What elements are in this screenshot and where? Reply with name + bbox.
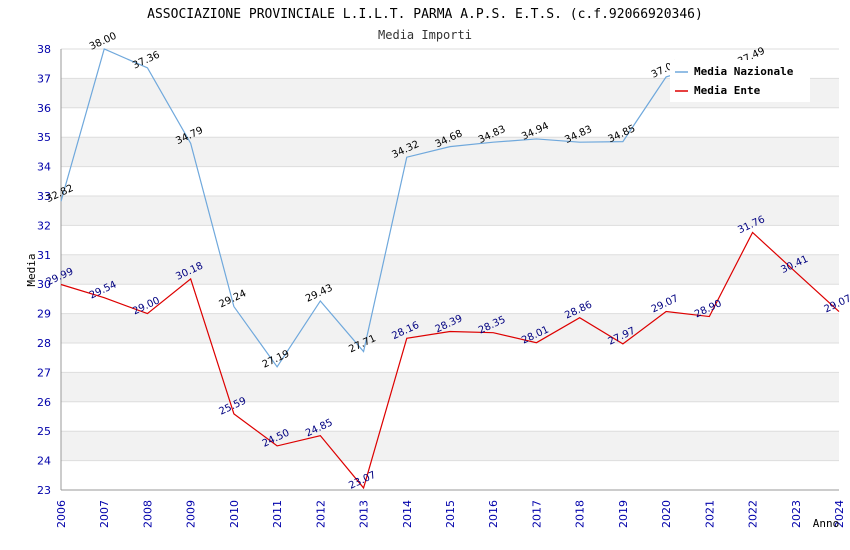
x-tick-label: 2006: [55, 500, 68, 528]
legend: Media Nazionale Media Ente: [670, 60, 810, 102]
x-tick-label: 2023: [790, 500, 803, 528]
y-tick-label: 25: [37, 425, 51, 438]
x-tick-label: 2022: [747, 500, 760, 528]
grid-bands: [60, 48, 839, 491]
y-tick-label: 27: [37, 366, 51, 379]
grid-band: [61, 107, 839, 138]
x-tick-label: 2007: [98, 500, 111, 528]
legend-box: [670, 60, 810, 102]
chart-title: ASSOCIAZIONE PROVINCIALE L.I.L.T. PARMA …: [147, 7, 703, 22]
series-lines: [60, 48, 840, 490]
x-tick-label: 2018: [574, 500, 587, 528]
y-tick-label: 26: [37, 396, 51, 409]
grid-band: [61, 225, 839, 255]
x-tick-label: 2010: [228, 500, 241, 528]
x-tick-label: 2014: [401, 500, 414, 528]
chart-subtitle: Media Importi: [378, 28, 472, 42]
x-tick-label: 2016: [487, 500, 500, 528]
x-tick-label: 2020: [660, 500, 673, 528]
x-tick-label: 2017: [530, 500, 543, 528]
y-tick-label: 36: [37, 102, 51, 115]
x-tick-label: 2015: [444, 500, 457, 528]
x-tick-label: 2012: [314, 500, 327, 528]
grid-band: [61, 284, 839, 314]
y-tick-label: 23: [37, 484, 51, 497]
x-tick-label: 2024: [833, 500, 846, 528]
legend-label-nazionale: Media Nazionale: [694, 65, 794, 78]
grid-band: [61, 166, 839, 196]
grid-band: [61, 313, 839, 343]
y-tick-label: 32: [37, 219, 51, 232]
y-tick-label: 33: [37, 190, 51, 203]
y-tick-label: 29: [37, 308, 51, 321]
x-tick-label: 2011: [271, 500, 284, 528]
x-tick-labels: 2006 2007 2008 2009 2010 2011 2012 2013 2014 2015…: [55, 500, 846, 528]
x-tick-label: 2019: [617, 500, 630, 528]
grid-band: [61, 460, 839, 490]
x-tick-label: 2008: [141, 500, 154, 528]
y-tick-label: 37: [37, 72, 51, 85]
x-tick-label: 2021: [703, 500, 716, 528]
legend-label-ente: Media Ente: [694, 84, 761, 97]
y-tick-label: 38: [37, 43, 51, 56]
y-tick-label: 30: [37, 278, 51, 291]
y-tick-label: 34: [37, 161, 51, 174]
grid-band: [61, 196, 839, 226]
series-line-ente: [60, 231, 840, 490]
y-tick-label: 24: [37, 455, 51, 468]
y-tick-label: 35: [37, 131, 51, 144]
y-tick-labels: 23 24 25 26 27 28 29 30 31 32 33 34 35 36 37 38: [37, 43, 51, 497]
x-tick-label: 2013: [358, 500, 371, 528]
y-tick-label: 28: [37, 337, 51, 350]
y-axis-label: Media: [25, 253, 38, 286]
grid-band: [61, 137, 839, 167]
grid-band: [61, 431, 839, 461]
x-axis-label: Anno: [813, 517, 840, 530]
y-tick-label: 31: [37, 249, 51, 262]
grid-band: [61, 401, 839, 432]
series-line-nazionale: [60, 48, 710, 368]
grid-band: [61, 343, 839, 373]
x-tick-label: 2009: [185, 500, 198, 528]
grid-band: [61, 372, 839, 402]
